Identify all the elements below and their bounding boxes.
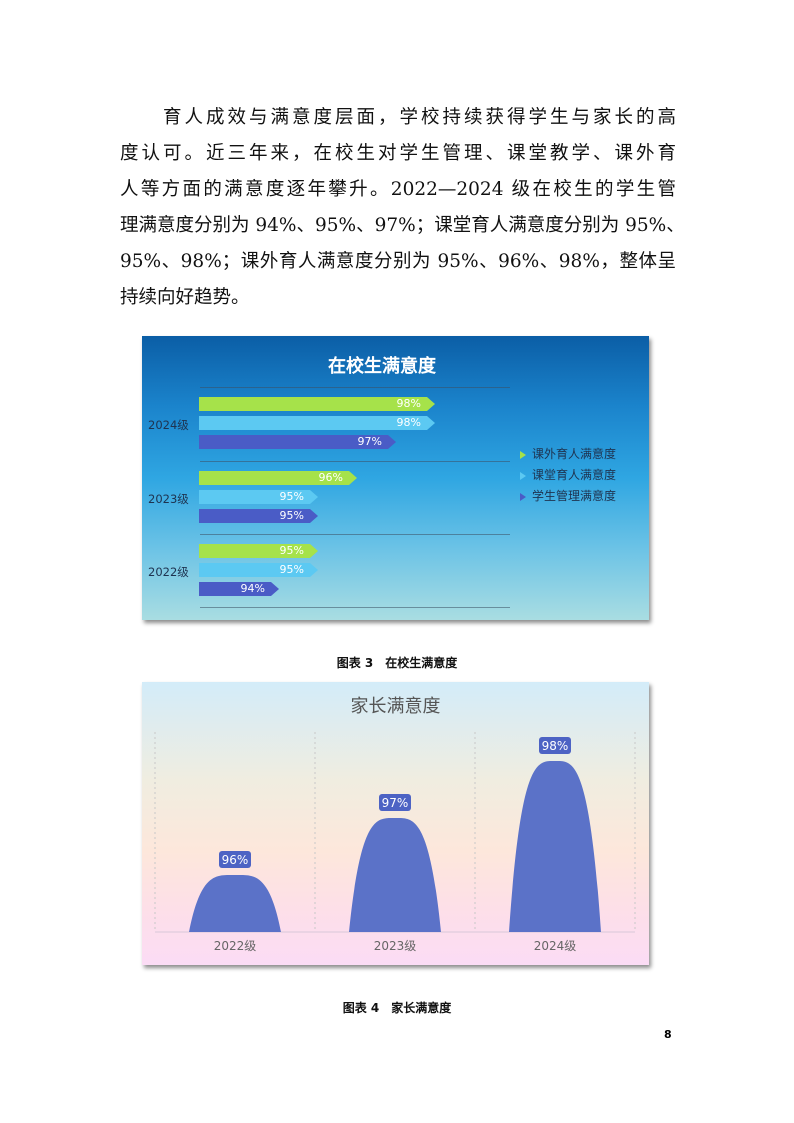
data-label: 95% (279, 544, 304, 557)
bar (199, 416, 435, 430)
page-number: 8 (664, 1028, 672, 1041)
parent-satisfaction-chart: 家长满意度 96% 2022级 97% 2023级 98% 2024级 (142, 682, 649, 965)
paragraph-line: 人等方面的满意度逐年攀升。2022—2024 级在校生的学生管 (120, 179, 676, 200)
category-label: 2022级 (214, 939, 257, 953)
data-label-badge (539, 737, 571, 754)
category-label: 2024级 (534, 939, 577, 953)
paragraph-line: 持续向好趋势。 (120, 287, 250, 308)
data-label: 98% (396, 416, 421, 429)
legend-label: 课堂育人满意度 (532, 468, 617, 482)
legend-label: 课外育人满意度 (532, 447, 617, 461)
category-label: 2024级 (148, 418, 189, 432)
group-separator (200, 534, 510, 535)
group-separator (200, 607, 510, 608)
category-label: 2023级 (148, 492, 189, 506)
hump-bar (349, 817, 441, 932)
data-label: 96% (318, 471, 343, 484)
body-paragraph: 育人成效与满意度层面，学校持续获得学生与家长的高 度认可。近三年来，在校生对学生… (120, 100, 685, 316)
bar (199, 563, 318, 577)
data-label: 98% (396, 397, 421, 410)
chart-legend: 课外育人满意度 课堂育人满意度 学生管理满意度 (520, 444, 616, 507)
figure-caption: 图表 4 家长满意度 (342, 1001, 452, 1015)
category-label: 2022级 (148, 565, 189, 579)
legend-item: 课堂育人满意度 (520, 465, 616, 486)
data-label: 95% (279, 563, 304, 576)
data-label: 95% (279, 490, 304, 503)
paragraph-line: 度认可。近三年来，在校生对学生管理、课堂教学、课外育 (120, 143, 676, 164)
data-label: 96% (222, 853, 249, 867)
legend-item: 课外育人满意度 (520, 444, 616, 465)
chart-plot: 96% 2022级 97% 2023级 98% 2024级 (154, 732, 636, 953)
bar (199, 509, 318, 523)
figure-caption: 图表 3 在校生满意度 (336, 656, 458, 670)
bar (199, 544, 318, 558)
bar (199, 471, 357, 485)
chart-title: 家长满意度 (350, 696, 441, 717)
data-label-badge (379, 794, 411, 811)
paragraph-line: 理满意度分别为 94%、95%、97%；课堂育人满意度分别为 95%、 (120, 215, 685, 236)
data-label: 98% (542, 739, 569, 753)
category-label: 2023级 (374, 939, 417, 953)
data-label: 97% (382, 796, 409, 810)
group-separator (200, 387, 510, 388)
data-label: 97% (357, 435, 382, 448)
student-satisfaction-chart: 在校生满意度 课外育人满意度 课堂育人满意度 学生管理满意度 2024级 98% 98%… (142, 336, 649, 620)
chart-title: 在校生满意度 (328, 356, 436, 377)
legend-marker-icon (520, 450, 526, 459)
paragraph-line: 95%、98%；课外育人满意度分别为 95%、96%、98%，整体呈 (120, 251, 676, 272)
bar (199, 435, 396, 449)
data-label-badge (219, 851, 251, 868)
legend-label: 学生管理满意度 (532, 489, 617, 503)
bar (199, 490, 318, 504)
data-label: 95% (279, 509, 304, 522)
bar (199, 397, 435, 411)
legend-marker-icon (520, 471, 526, 480)
legend-item: 学生管理满意度 (520, 486, 616, 507)
hump-bar (189, 874, 281, 932)
data-label: 94% (240, 582, 265, 595)
legend-marker-icon (520, 492, 526, 501)
paragraph-line: 育人成效与满意度层面，学校持续获得学生与家长的高 (163, 107, 676, 128)
group-separator (200, 461, 510, 462)
bar (199, 582, 279, 596)
hump-bar (509, 760, 601, 932)
